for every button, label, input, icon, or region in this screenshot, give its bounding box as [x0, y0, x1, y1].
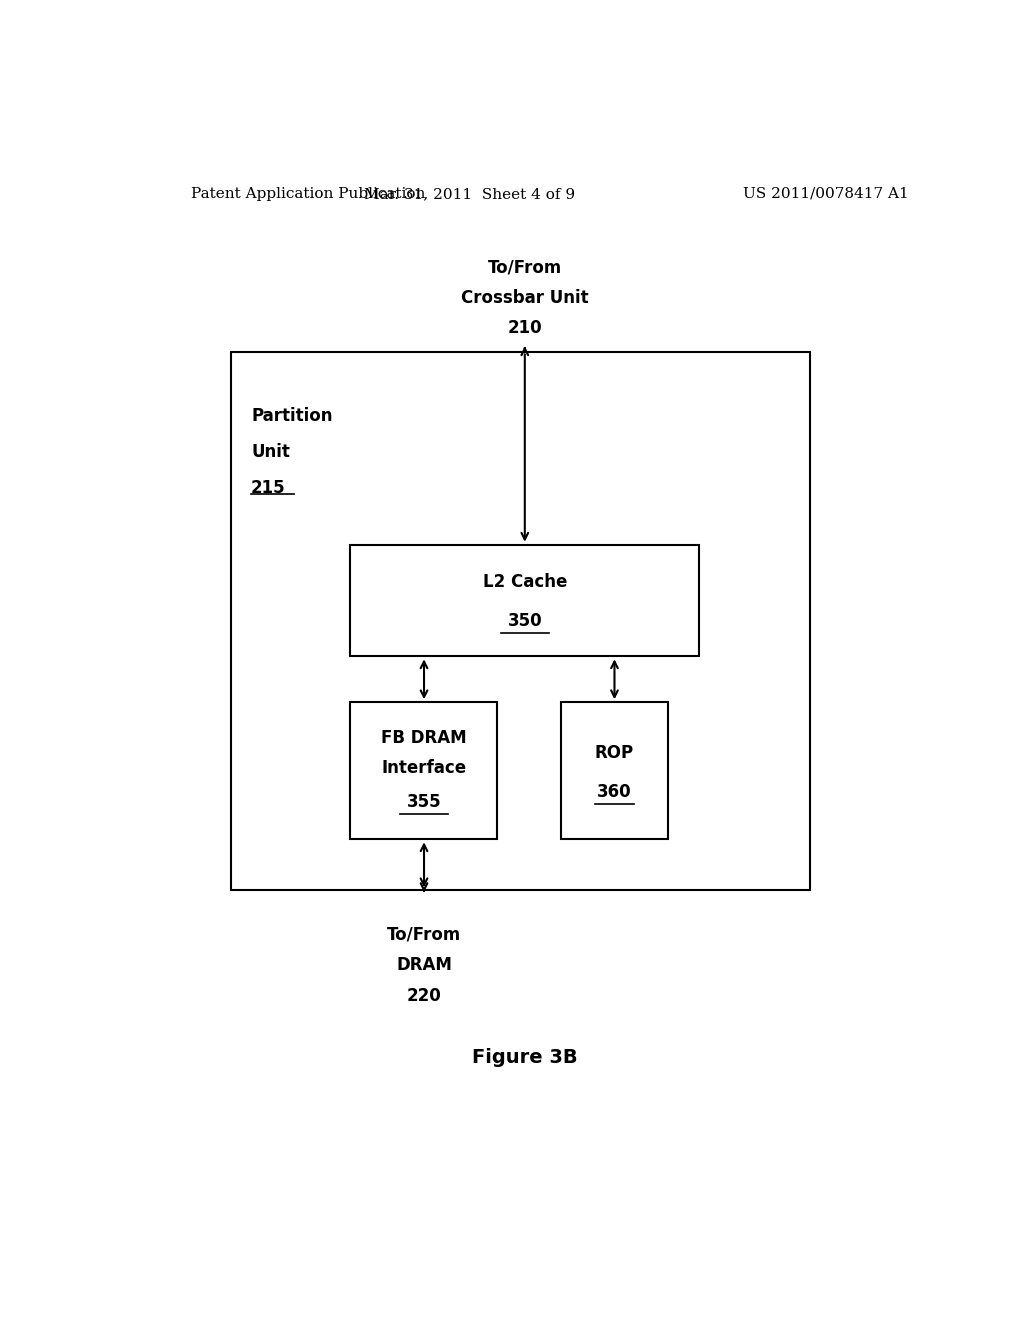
Text: US 2011/0078417 A1: US 2011/0078417 A1 [743, 187, 909, 201]
Text: Figure 3B: Figure 3B [472, 1048, 578, 1068]
Text: Unit: Unit [251, 444, 290, 461]
Text: ROP: ROP [595, 744, 634, 762]
Text: DRAM: DRAM [396, 957, 452, 974]
Text: 355: 355 [407, 793, 441, 810]
Bar [350, 545, 699, 656]
Text: To/From: To/From [387, 925, 461, 944]
Bar [350, 702, 497, 840]
Bar [560, 702, 668, 840]
Bar [231, 351, 811, 890]
Text: 220: 220 [407, 987, 441, 1005]
Text: Patent Application Publication: Patent Application Publication [191, 187, 426, 201]
Text: Mar. 31, 2011  Sheet 4 of 9: Mar. 31, 2011 Sheet 4 of 9 [364, 187, 574, 201]
Text: Interface: Interface [382, 759, 467, 777]
Text: Partition: Partition [251, 408, 333, 425]
Text: L2 Cache: L2 Cache [482, 573, 567, 591]
Text: Crossbar Unit: Crossbar Unit [461, 289, 589, 306]
Text: 215: 215 [251, 479, 286, 496]
Text: To/From: To/From [487, 259, 562, 276]
Text: 210: 210 [508, 319, 542, 337]
Text: 350: 350 [508, 612, 542, 630]
Text: 360: 360 [597, 783, 632, 801]
Text: FB DRAM: FB DRAM [381, 729, 467, 747]
